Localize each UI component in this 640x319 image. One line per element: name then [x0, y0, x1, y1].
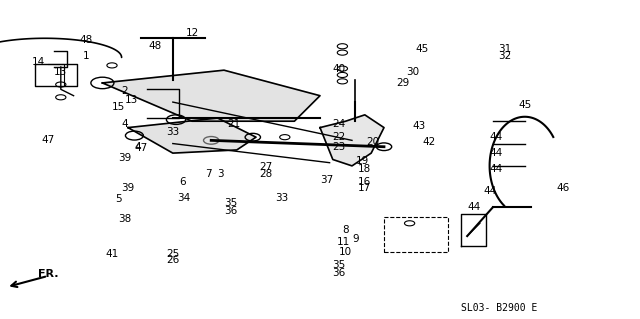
Text: 3: 3 — [218, 169, 224, 179]
Text: 48: 48 — [80, 35, 93, 45]
Text: 37: 37 — [320, 175, 333, 185]
Text: FR.: FR. — [38, 269, 59, 279]
Text: 36: 36 — [224, 205, 237, 216]
Text: 44: 44 — [467, 202, 480, 212]
Text: 23: 23 — [333, 142, 346, 152]
Text: 25: 25 — [166, 249, 179, 259]
Text: 6: 6 — [179, 177, 186, 187]
Text: 41: 41 — [106, 249, 118, 259]
Text: 30: 30 — [406, 67, 419, 77]
Text: 28: 28 — [259, 169, 272, 179]
Text: 20: 20 — [366, 137, 379, 147]
Text: 35: 35 — [224, 197, 237, 208]
Text: 7: 7 — [205, 169, 211, 179]
Text: 4: 4 — [122, 119, 128, 130]
Text: 42: 42 — [422, 137, 435, 147]
Text: 24: 24 — [333, 119, 346, 130]
Text: 15: 15 — [112, 102, 125, 112]
Text: 12: 12 — [186, 28, 198, 39]
Polygon shape — [320, 115, 384, 166]
Text: SL03- B2900 E: SL03- B2900 E — [461, 303, 538, 313]
Text: 34: 34 — [177, 193, 190, 203]
Text: 39: 39 — [118, 153, 131, 163]
Text: 22: 22 — [333, 132, 346, 142]
Text: 47: 47 — [42, 135, 54, 145]
Text: 13: 13 — [125, 95, 138, 106]
Text: 48: 48 — [149, 41, 162, 51]
Text: 44: 44 — [490, 148, 502, 158]
Text: 27: 27 — [259, 162, 272, 173]
Text: 33: 33 — [166, 127, 179, 137]
Text: 1: 1 — [83, 51, 90, 61]
Text: 26: 26 — [166, 255, 179, 265]
Text: 8: 8 — [342, 225, 349, 235]
Text: 33: 33 — [275, 193, 288, 203]
Text: 31: 31 — [498, 44, 511, 55]
Text: 35: 35 — [333, 260, 346, 270]
Text: 32: 32 — [498, 51, 511, 61]
Text: 19: 19 — [356, 156, 369, 166]
Text: 14: 14 — [32, 57, 45, 67]
Text: 44: 44 — [490, 132, 502, 142]
Text: 4: 4 — [134, 142, 141, 152]
Text: 44: 44 — [483, 186, 496, 197]
Text: 29: 29 — [397, 78, 410, 88]
Text: 47: 47 — [134, 143, 147, 153]
Text: 10: 10 — [339, 247, 352, 257]
Text: 38: 38 — [118, 213, 131, 224]
Text: 43: 43 — [413, 121, 426, 131]
Text: 46: 46 — [557, 183, 570, 193]
Text: 39: 39 — [122, 183, 134, 193]
Text: 17: 17 — [358, 183, 371, 193]
Text: 16: 16 — [358, 177, 371, 187]
Text: 11: 11 — [337, 237, 350, 248]
Polygon shape — [128, 118, 256, 153]
Text: 13: 13 — [54, 67, 67, 77]
Polygon shape — [102, 70, 320, 121]
Text: 45: 45 — [416, 44, 429, 55]
Text: 21: 21 — [227, 119, 240, 130]
Text: 5: 5 — [115, 194, 122, 204]
Text: 45: 45 — [518, 100, 531, 110]
Text: 44: 44 — [490, 164, 502, 174]
Text: 40: 40 — [333, 63, 346, 74]
Text: 9: 9 — [352, 234, 358, 244]
Text: 18: 18 — [358, 164, 371, 174]
Text: 36: 36 — [333, 268, 346, 278]
Text: 2: 2 — [122, 86, 128, 96]
